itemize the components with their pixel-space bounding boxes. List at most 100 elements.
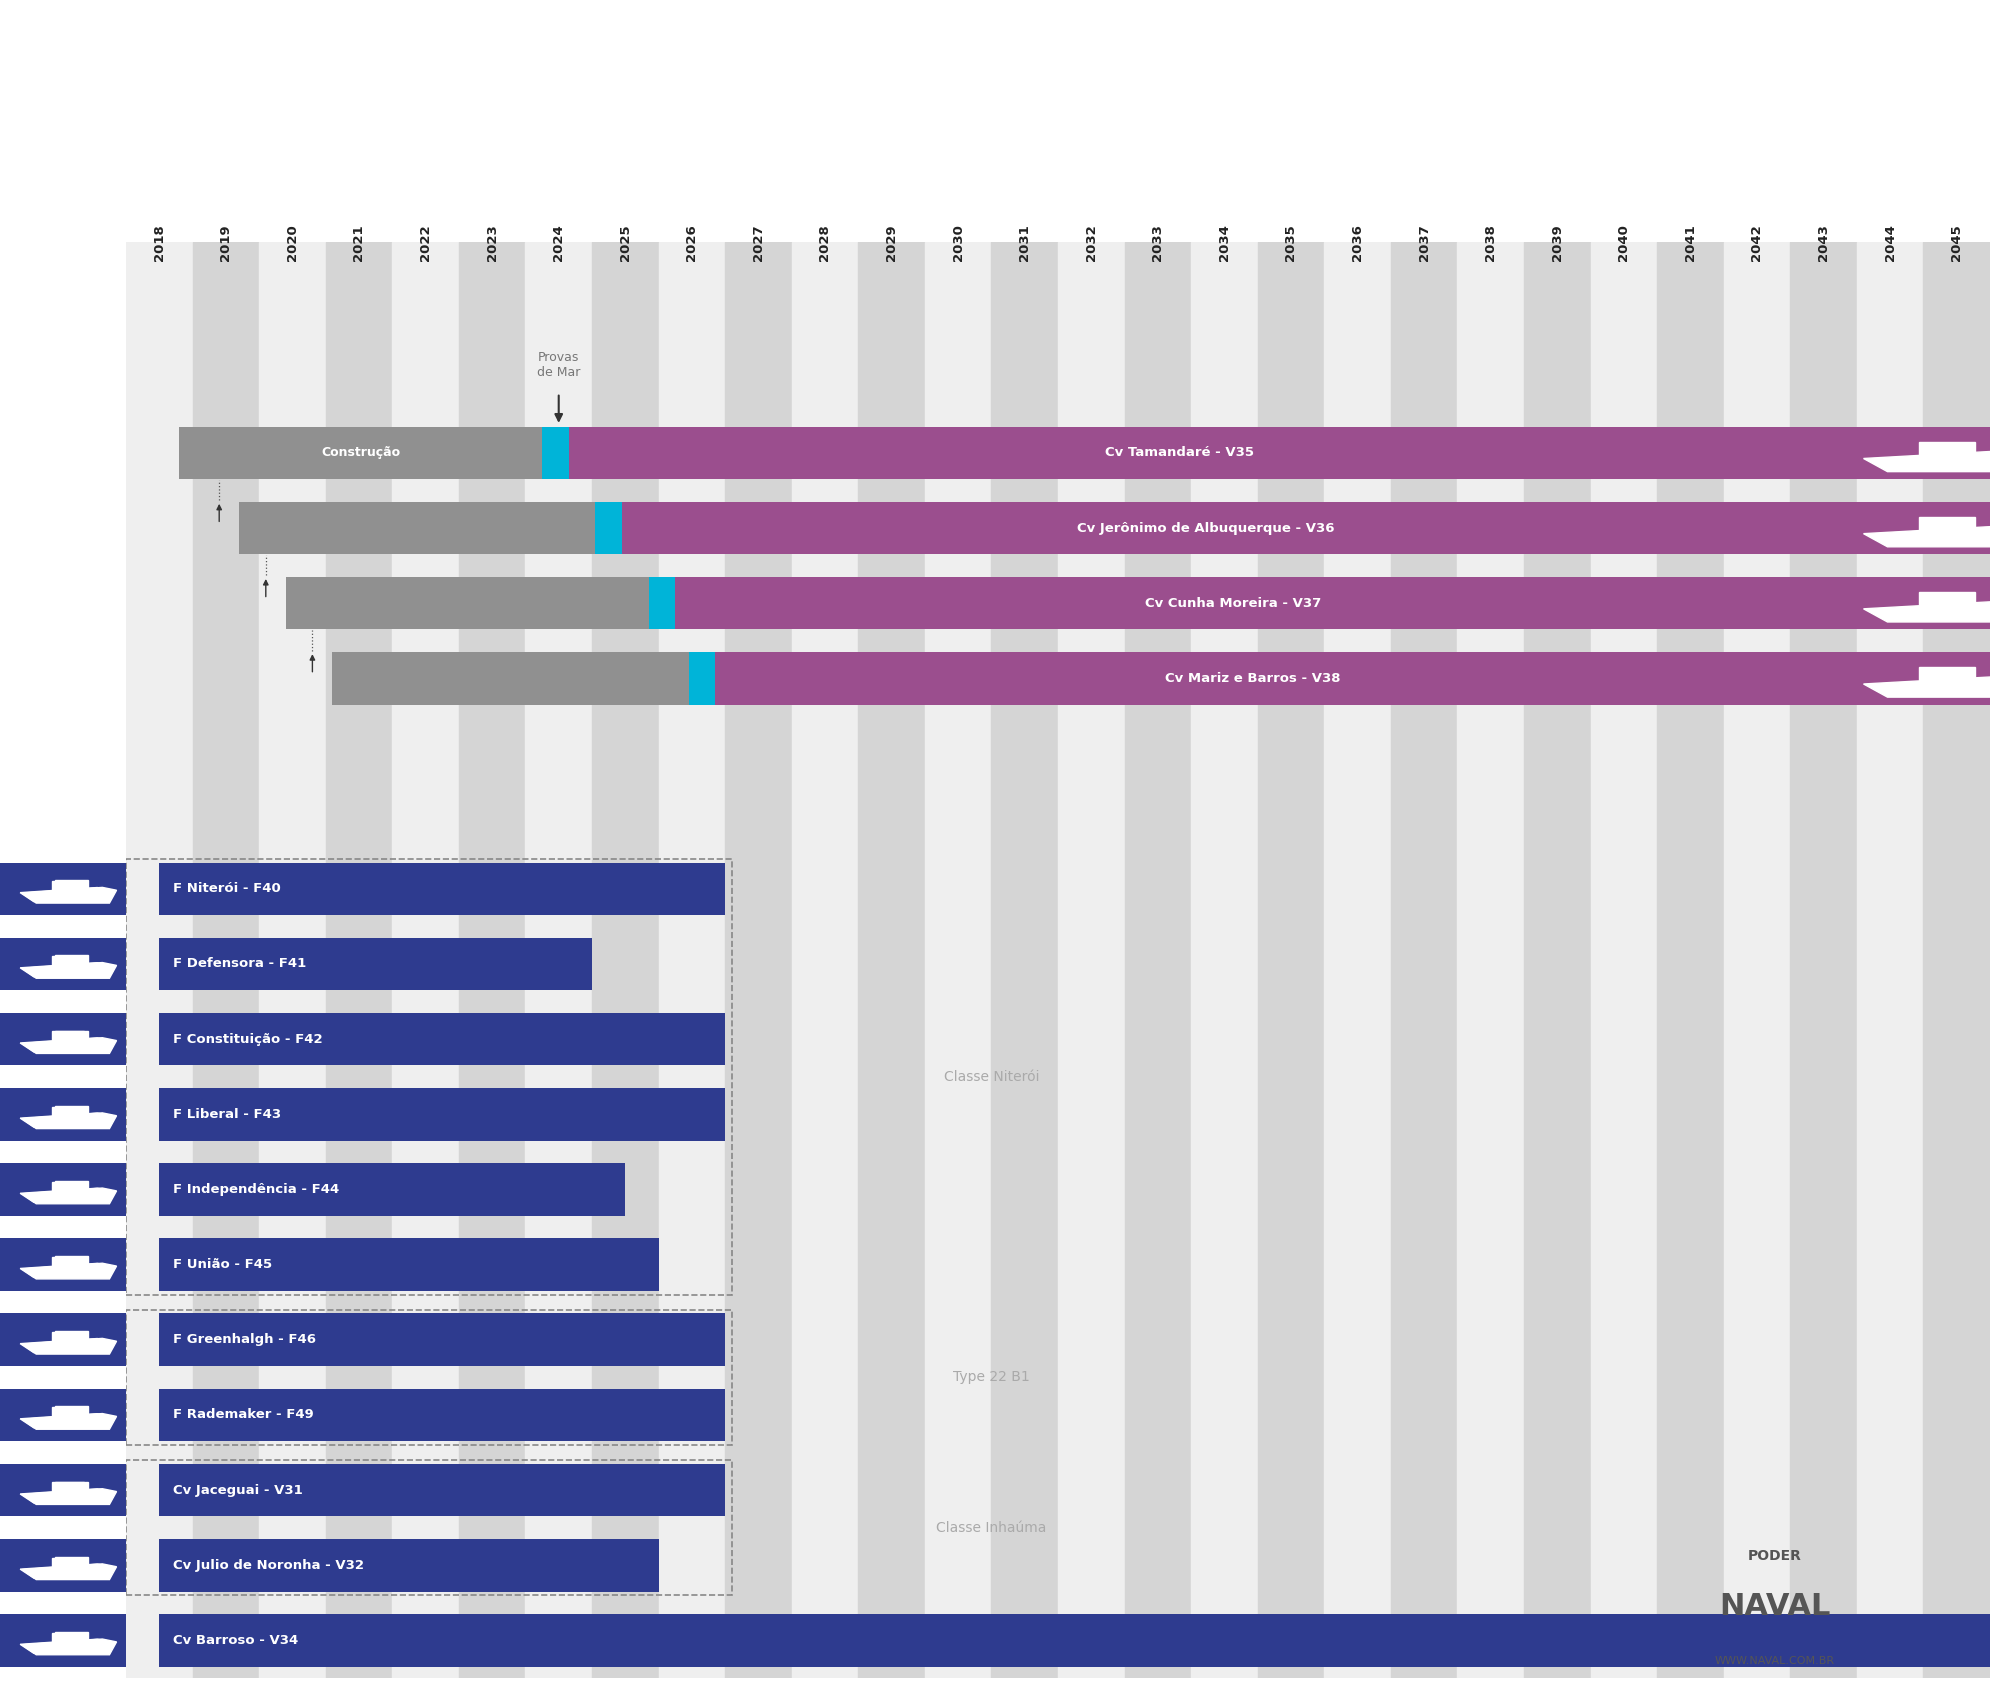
Polygon shape (20, 888, 110, 902)
Bar (180, 427, 542, 480)
Bar (392, 242, 458, 1678)
Text: 2041: 2041 (1684, 224, 1696, 261)
Bar (1324, 242, 1390, 1678)
Bar (992, 242, 1058, 1678)
Bar (1258, 242, 1324, 1678)
Bar (160, 863, 726, 915)
Bar (458, 242, 526, 1678)
Text: 2019: 2019 (220, 224, 232, 261)
Bar (792, 242, 858, 1678)
Text: 2042: 2042 (1750, 224, 1764, 261)
Text: F Liberal - F43: F Liberal - F43 (172, 1109, 280, 1120)
Polygon shape (22, 1639, 116, 1654)
Bar (160, 937, 592, 990)
Text: Cv Mariz e Barros - V38: Cv Mariz e Barros - V38 (1164, 671, 1340, 685)
Text: 2030: 2030 (952, 224, 964, 261)
Text: 2026: 2026 (686, 224, 698, 261)
Text: F Niterói - F40: F Niterói - F40 (172, 883, 280, 895)
Bar (0, 1464, 126, 1517)
Bar (526, 242, 592, 1678)
Text: 2039: 2039 (1550, 224, 1564, 261)
Polygon shape (20, 1414, 110, 1427)
Polygon shape (20, 1114, 110, 1127)
Bar (126, 1310, 732, 1446)
Bar (126, 242, 192, 1678)
Text: 2035: 2035 (1284, 224, 1298, 261)
Text: WWW.NAVAL.COM.BR: WWW.NAVAL.COM.BR (1714, 1656, 1834, 1666)
Text: 2045: 2045 (1950, 224, 1964, 261)
Text: 2020: 2020 (286, 224, 298, 261)
Text: Provas
de Mar: Provas de Mar (538, 351, 580, 380)
Text: Cv Jaceguai - V31: Cv Jaceguai - V31 (172, 1483, 302, 1497)
Text: 2032: 2032 (1084, 224, 1098, 261)
Text: Classe Niterói: Classe Niterói (944, 1070, 1040, 1083)
Text: 2040: 2040 (1618, 224, 1630, 261)
Bar (240, 502, 596, 554)
Polygon shape (22, 1114, 116, 1129)
Polygon shape (1920, 668, 1976, 680)
Text: 2021: 2021 (352, 224, 366, 261)
Polygon shape (20, 1339, 110, 1353)
Text: F Independência - F44: F Independência - F44 (172, 1183, 338, 1197)
Polygon shape (22, 1339, 116, 1354)
Polygon shape (1864, 676, 2000, 697)
Polygon shape (1864, 602, 2000, 622)
Polygon shape (52, 881, 84, 890)
Bar (0, 1014, 126, 1066)
Polygon shape (56, 1031, 88, 1041)
Polygon shape (52, 1107, 84, 1115)
Bar (160, 1088, 726, 1141)
Polygon shape (22, 963, 116, 978)
Text: Cv Jerônimo de Albuquerque - V36: Cv Jerônimo de Albuquerque - V36 (1078, 522, 1334, 534)
Polygon shape (20, 1037, 110, 1053)
Polygon shape (20, 1488, 110, 1503)
Text: 2037: 2037 (1418, 224, 1430, 261)
Text: Cronograma de incorporação e desativação de escoltas da Marinha do Brasil: Cronograma de incorporação e desativação… (370, 34, 1630, 64)
Text: Classe Inhaúma: Classe Inhaúma (936, 1520, 1046, 1534)
Polygon shape (56, 1481, 88, 1492)
Polygon shape (56, 1256, 88, 1266)
Bar (858, 242, 924, 1678)
Text: F Greenhalgh - F46: F Greenhalgh - F46 (172, 1334, 316, 1346)
Bar (160, 1614, 1990, 1666)
Bar (160, 1163, 626, 1215)
Bar (658, 242, 726, 1678)
Bar (126, 859, 732, 1295)
Text: PODER: PODER (1748, 1549, 1802, 1563)
Polygon shape (56, 1105, 88, 1115)
Bar (126, 1459, 732, 1595)
Polygon shape (1920, 517, 1976, 531)
Polygon shape (52, 956, 84, 964)
Text: F Constituição - F42: F Constituição - F42 (172, 1032, 322, 1046)
Bar (726, 242, 792, 1678)
Polygon shape (52, 1407, 84, 1417)
Polygon shape (20, 1188, 110, 1202)
Bar (1058, 242, 1124, 1678)
Polygon shape (52, 1258, 84, 1266)
Polygon shape (52, 1332, 84, 1341)
Text: Construção: Construção (322, 446, 400, 459)
Bar (1856, 242, 1924, 1678)
Bar (568, 427, 1990, 480)
Text: 2029: 2029 (886, 224, 898, 261)
Text: Cv Cunha Moreira - V37: Cv Cunha Moreira - V37 (1144, 597, 1320, 610)
Bar (160, 1014, 726, 1066)
Text: 2036: 2036 (1352, 224, 1364, 261)
Bar (676, 576, 1990, 629)
Bar (0, 1314, 126, 1366)
Text: Type 22 B1: Type 22 B1 (954, 1370, 1030, 1385)
Polygon shape (20, 1564, 110, 1578)
Text: Cv Barroso - V34: Cv Barroso - V34 (172, 1634, 298, 1648)
Bar (542, 427, 568, 480)
Polygon shape (22, 1263, 116, 1280)
Bar (622, 502, 1990, 554)
Bar (0, 937, 126, 990)
Text: 2022: 2022 (420, 224, 432, 261)
Bar (286, 576, 648, 629)
Polygon shape (52, 1632, 84, 1642)
Bar (1724, 242, 1790, 1678)
Text: F Defensora - F41: F Defensora - F41 (172, 958, 306, 971)
Bar (1590, 242, 1658, 1678)
Bar (592, 242, 658, 1678)
Polygon shape (22, 1188, 116, 1203)
